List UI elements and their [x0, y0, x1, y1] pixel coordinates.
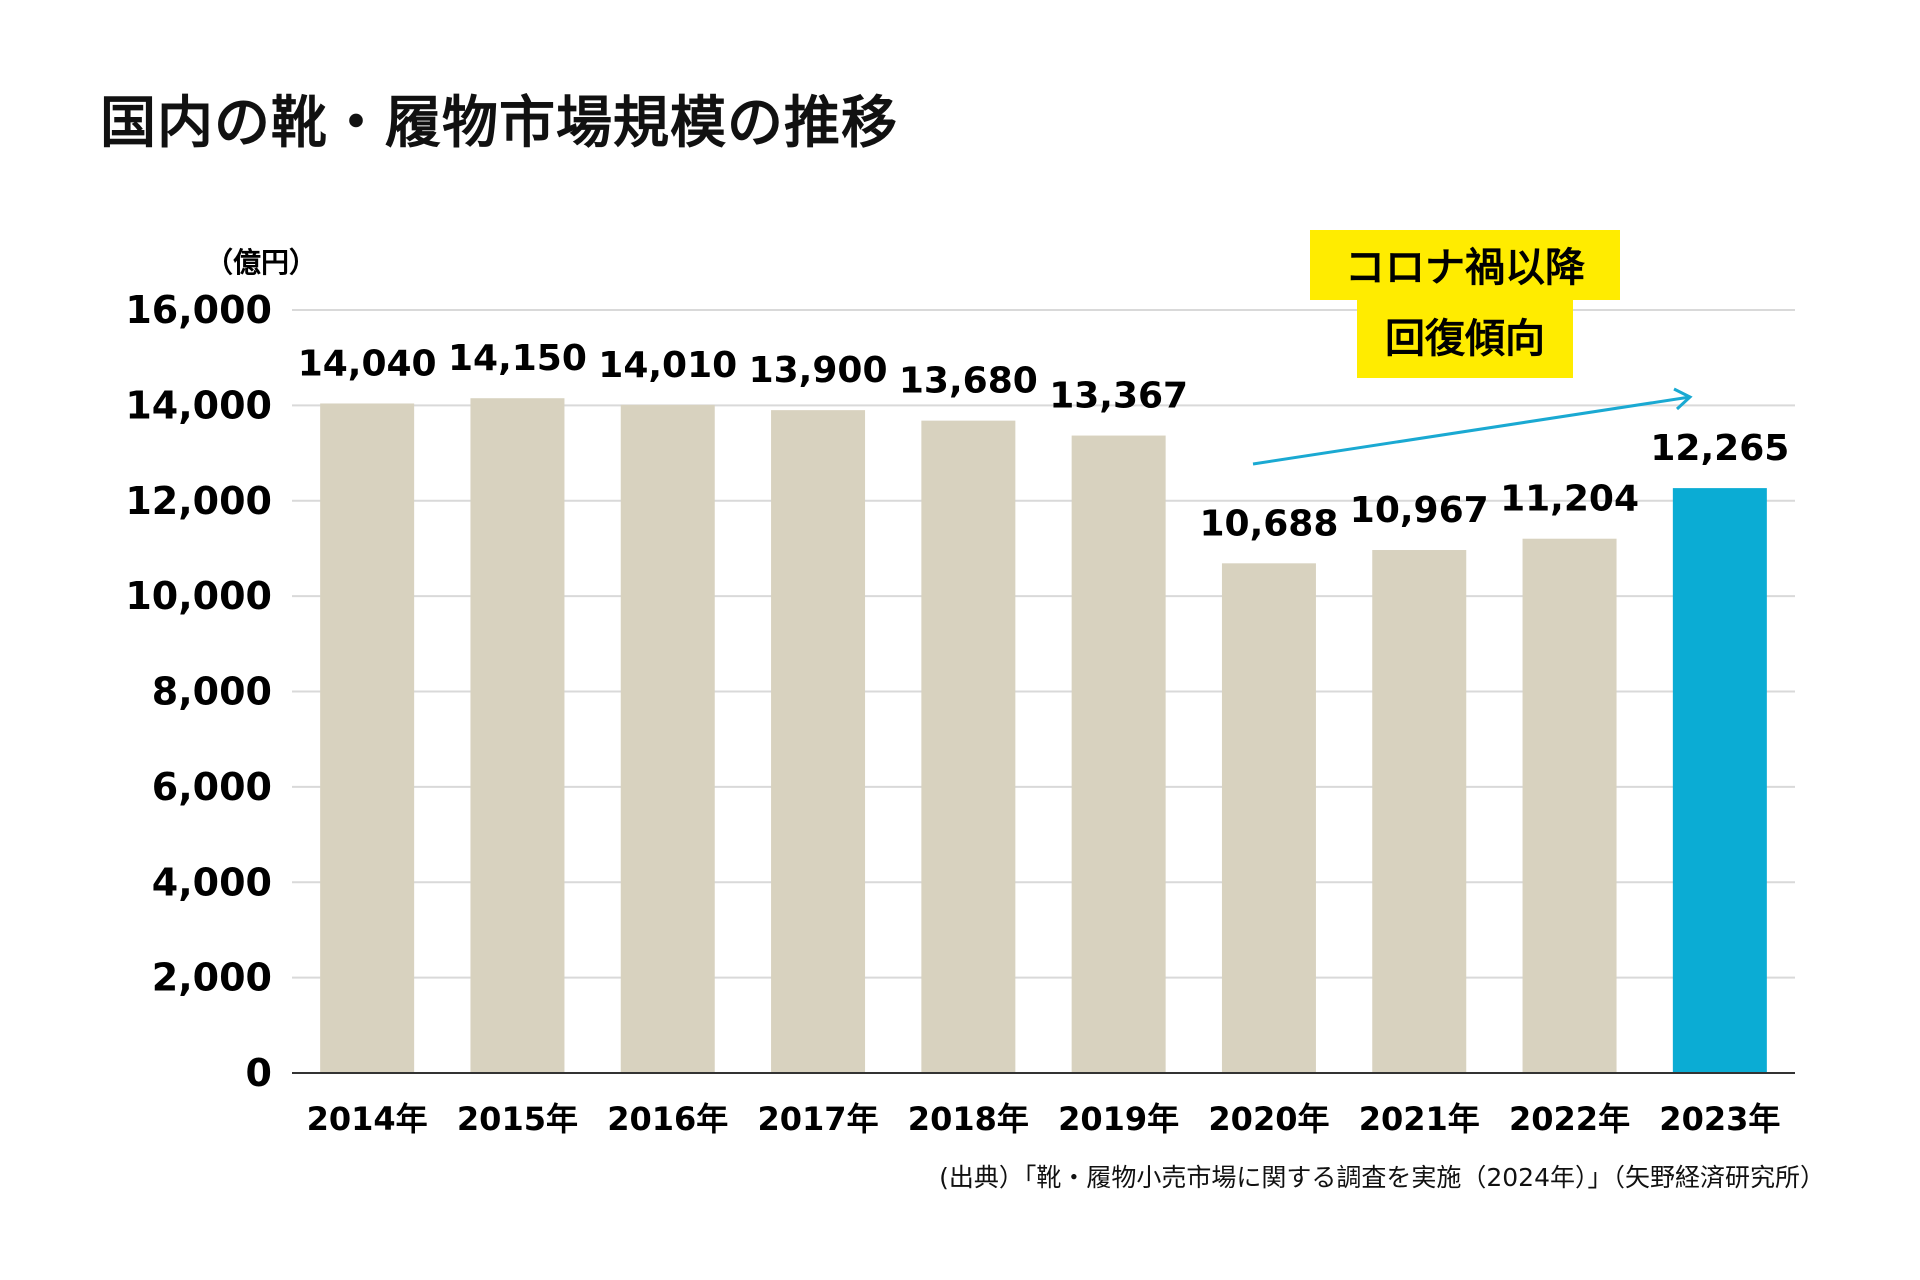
trend-annotation: コロナ禍以降 回復傾向	[1252, 230, 1693, 466]
trend-arrow-head	[1673, 387, 1693, 411]
y-tick-label: 2,000	[152, 956, 272, 1000]
data-label: 12,265	[1650, 428, 1789, 469]
x-tick-label: 2015年	[457, 1100, 578, 1138]
y-tick-label: 6,000	[152, 765, 272, 809]
source-note: (出典）「靴・履物小売市場に関する調査を実施（2024年）」（矢野経済研究所）	[939, 1163, 1825, 1192]
bar-2019	[1071, 435, 1166, 1074]
y-tick-label: 12,000	[125, 479, 272, 523]
y-tick-label: 8,000	[152, 670, 272, 714]
x-tick-label: 2018年	[908, 1100, 1029, 1138]
x-tick-label: 2017年	[758, 1100, 879, 1138]
callout-line-2: 回復傾向	[1385, 316, 1545, 362]
data-label: 14,150	[448, 338, 587, 379]
bar-2018	[921, 420, 1016, 1073]
x-tick-label: 2022年	[1509, 1100, 1630, 1138]
data-label: 14,010	[598, 345, 737, 386]
data-label: 13,680	[899, 361, 1038, 402]
bar-2023	[1672, 488, 1767, 1074]
data-label: 13,367	[1049, 376, 1188, 417]
data-label: 11,204	[1500, 479, 1639, 520]
trend-arrow	[1252, 395, 1691, 466]
y-axis-ticks: 0 2,000 4,000 6,000 8,000 10,000 12,000 14,000 1…	[125, 288, 272, 1095]
data-labels: 14,040 14,150 14,010 13,900 13,680 13,367 10,6…	[298, 338, 1790, 544]
y-tick-label: 16,000	[125, 288, 272, 332]
x-tick-label: 2020年	[1208, 1100, 1329, 1138]
bar-2017	[771, 410, 866, 1073]
data-label: 10,688	[1199, 503, 1338, 544]
data-label: 13,900	[749, 350, 888, 391]
bars	[320, 398, 1767, 1074]
x-axis-ticks: 2014年 2015年 2016年 2017年 2018年 2019年 2020年 2021年…	[307, 1100, 1781, 1138]
x-tick-label: 2016年	[607, 1100, 728, 1138]
y-tick-label: 0	[246, 1051, 272, 1095]
callout-box-top	[1310, 230, 1620, 300]
bar-2016	[620, 404, 715, 1073]
bar-2015	[470, 398, 565, 1073]
callout-box-bottom	[1357, 300, 1573, 378]
bar-2014	[320, 403, 415, 1073]
x-tick-label: 2021年	[1359, 1100, 1480, 1138]
data-label: 10,967	[1350, 490, 1489, 531]
x-tick-label: 2019年	[1058, 1100, 1179, 1138]
callout-line-1: コロナ禍以降	[1345, 245, 1585, 291]
x-tick-label: 2014年	[307, 1100, 428, 1138]
data-label: 14,040	[298, 343, 437, 384]
x-tick-label: 2023年	[1659, 1100, 1780, 1138]
y-tick-label: 4,000	[152, 860, 272, 904]
y-tick-label: 14,000	[125, 383, 272, 427]
y-axis-unit-label: （億円）	[205, 246, 317, 279]
bar-2022	[1522, 538, 1617, 1073]
y-tick-label: 10,000	[125, 574, 272, 618]
bar-2020	[1221, 563, 1316, 1073]
bar-2021	[1372, 550, 1467, 1073]
page-title: 国内の靴・履物市場規模の推移	[100, 91, 898, 156]
